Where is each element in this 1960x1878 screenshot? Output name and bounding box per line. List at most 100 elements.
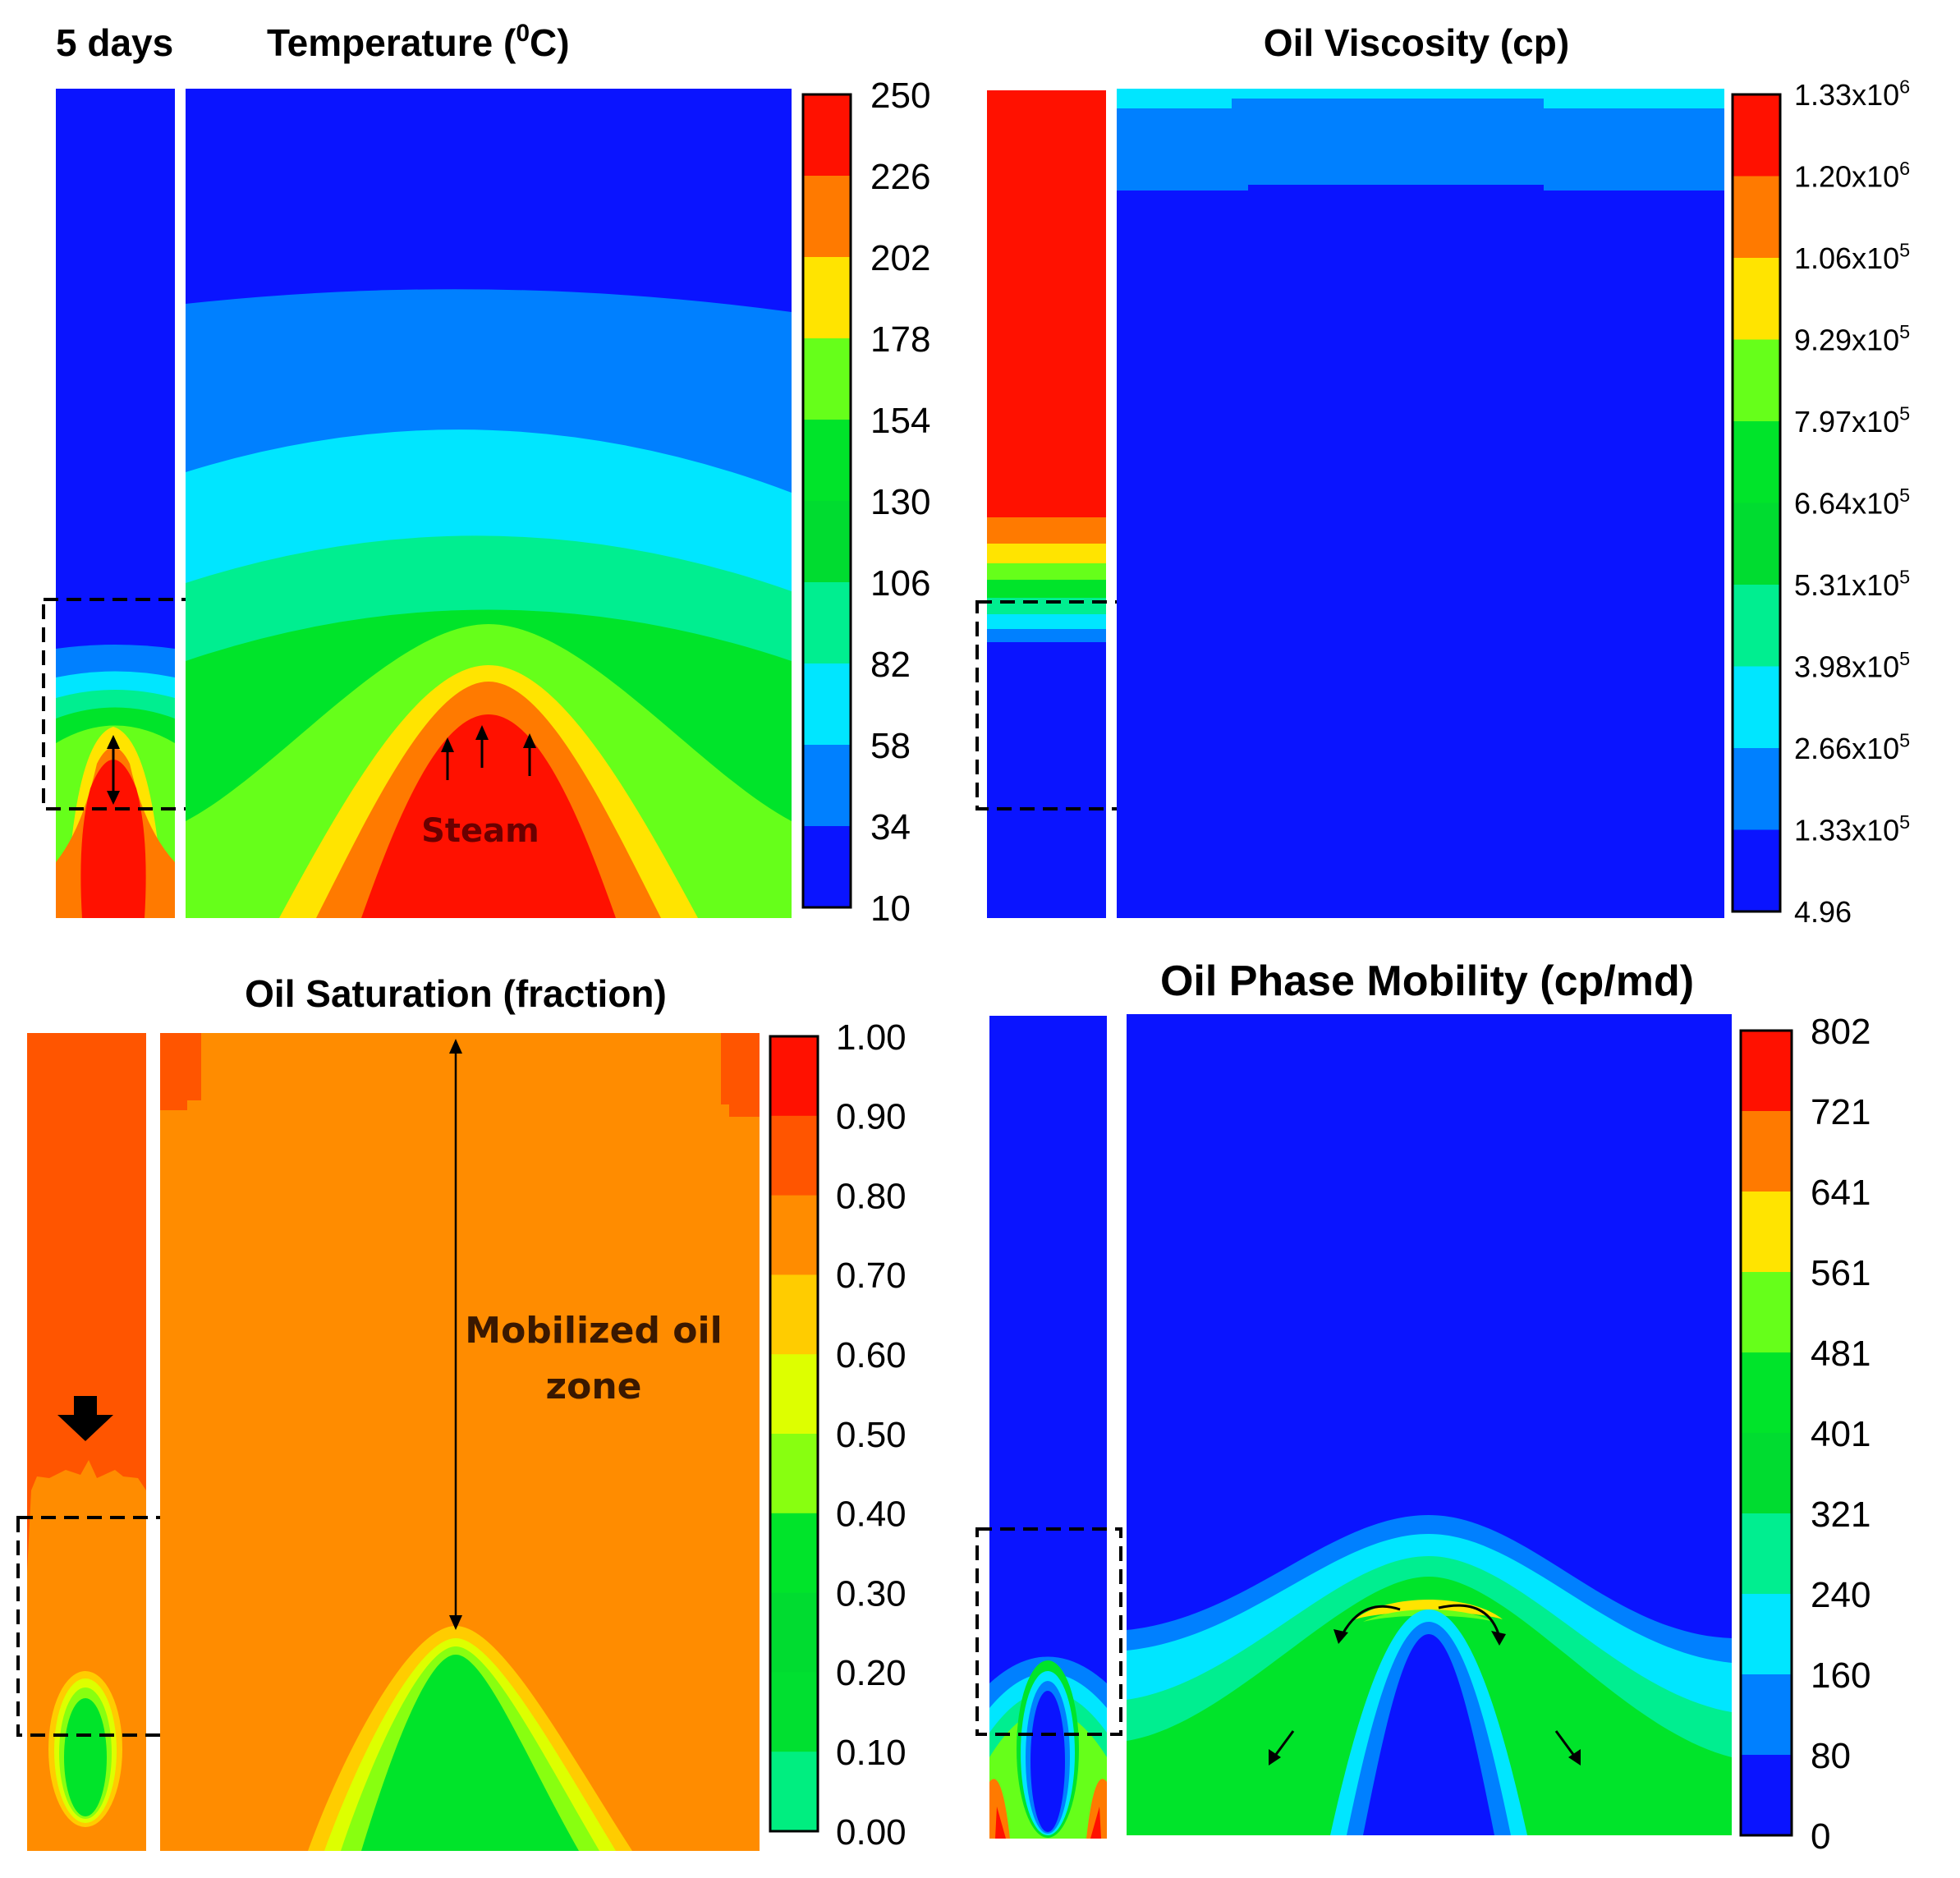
viscosity-colorbar-tick-label: 3.98x105 — [1794, 648, 1910, 683]
viscosity-colorbar-swatch — [1733, 339, 1780, 422]
viscosity-colorbar-swatch — [1733, 748, 1780, 830]
viscosity-colorbar-tick-label: 1.33x105 — [1794, 811, 1910, 847]
mobility-panel: Oil Phase Mobility (cp/md) — [975, 957, 1870, 1857]
saturation-main-plot: Mobilized oil zone — [160, 1033, 760, 1851]
temperature-title-sup: 0 — [516, 20, 530, 47]
viscosity-colorbar-tick-label: 7.97x105 — [1794, 403, 1910, 439]
viscosity-colorbar-swatch — [1733, 258, 1780, 340]
mobility-colorbar-tick-label: 721 — [1811, 1092, 1870, 1132]
temperature-zoom-box — [42, 598, 190, 810]
temperature-colorbar-swatch — [803, 663, 851, 746]
saturation-colorbar-tick-label: 0.50 — [836, 1415, 907, 1455]
temperature-colorbar-tick-label: 250 — [870, 76, 930, 116]
temperature-colorbar-swatch — [803, 176, 851, 258]
viscosity-colorbar-tick-label: 2.66x105 — [1794, 730, 1910, 765]
temperature-colorbar-tick-label: 154 — [870, 401, 930, 441]
temperature-colorbar-swatch — [803, 745, 851, 827]
mobility-colorbar-swatch — [1741, 1031, 1792, 1112]
down-arrow-icon — [57, 1396, 113, 1441]
saturation-panel: Oil Saturation (fraction) Mobilized oil … — [16, 972, 907, 1853]
temperature-colorbar-swatches — [803, 94, 851, 908]
saturation-colorbar-swatch — [770, 1036, 818, 1117]
temperature-colorbar-swatch — [803, 420, 851, 502]
mobility-colorbar-swatch — [1741, 1513, 1792, 1595]
temperature-colorbar-tick-label: 226 — [870, 157, 930, 197]
mobility-colorbar-tick-label: 481 — [1811, 1334, 1870, 1374]
day-label: 5 days — [56, 21, 173, 64]
saturation-colorbar-swatch — [770, 1752, 818, 1832]
mobility-column-plot — [989, 1016, 1107, 1839]
viscosity-colorbar-tick-label: 1.33x106 — [1794, 76, 1910, 112]
saturation-colorbar-swatches — [770, 1036, 818, 1832]
saturation-colorbar-tick-label: 1.00 — [836, 1017, 907, 1058]
mobility-colorbar-swatch — [1741, 1433, 1792, 1514]
saturation-title: Oil Saturation (fraction) — [245, 972, 667, 1015]
viscosity-colorbar-ticks: 1.33x106 1.20x106 1.06x105 9.29x105 7.97x105… — [1794, 76, 1910, 929]
temperature-colorbar-swatch — [803, 501, 851, 583]
viscosity-column-plot — [987, 90, 1106, 918]
viscosity-colorbar: 1.33x106 1.20x106 1.06x105 9.29x105 7.97x105… — [1731, 76, 1910, 929]
mobility-colorbar-tick-label: 160 — [1811, 1655, 1870, 1696]
mobility-colorbar-swatch — [1741, 1674, 1792, 1756]
mobility-colorbar-swatch — [1741, 1352, 1792, 1434]
viscosity-title: Oil Viscosity (cp) — [1264, 21, 1569, 64]
mobility-colorbar-tick-label: 561 — [1811, 1253, 1870, 1293]
temperature-colorbar-swatch — [803, 257, 851, 339]
temperature-panel: 5 days Temperature (0C) — [42, 20, 930, 929]
mobility-colorbar-swatches — [1741, 1031, 1792, 1836]
steam-label: Steam — [421, 812, 539, 850]
mobility-title: Oil Phase Mobility (cp/md) — [1160, 957, 1694, 1005]
saturation-colorbar-tick-label: 0.70 — [836, 1256, 907, 1296]
saturation-colorbar-tick-label: 0.20 — [836, 1653, 907, 1693]
mobility-colorbar-tick-label: 321 — [1811, 1495, 1870, 1535]
saturation-colorbar-swatch — [770, 1274, 818, 1355]
mobility-colorbar-ticks: 802 721 641 561 481 401 321 240 160 80 0 — [1811, 1012, 1870, 1857]
viscosity-colorbar-tick-label: 1.06x105 — [1794, 240, 1910, 275]
temperature-colorbar-ticks: 250 226 202 178 154 130 106 82 58 34 10 — [870, 76, 930, 929]
viscosity-colorbar-frame — [1731, 93, 1782, 913]
mobility-colorbar-frame — [1739, 1029, 1793, 1837]
mobility-colorbar-swatch — [1741, 1111, 1792, 1192]
saturation-colorbar-tick-label: 0.40 — [836, 1495, 907, 1535]
mobility-colorbar-tick-label: 641 — [1811, 1173, 1870, 1213]
saturation-colorbar-tick-label: 0.80 — [836, 1176, 907, 1216]
temperature-main-plot: Steam — [186, 89, 792, 918]
saturation-colorbar-tick-label: 0.00 — [836, 1812, 907, 1853]
temperature-column-plot — [56, 89, 175, 918]
viscosity-colorbar-swatch — [1733, 421, 1780, 503]
saturation-colorbar-tick-label: 0.30 — [836, 1573, 907, 1614]
temperature-colorbar-swatch — [803, 338, 851, 420]
viscosity-colorbar-tick-label: 9.29x105 — [1794, 321, 1910, 356]
saturation-colorbar: 1.00 0.90 0.80 0.70 0.60 0.50 0.40 0.30 0.20 0.10… — [769, 1017, 907, 1853]
viscosity-zoom-box — [975, 600, 1122, 810]
mobilized-oil-label-line2: zone — [545, 1366, 641, 1407]
mobility-colorbar-swatch — [1741, 1755, 1792, 1836]
mobilized-oil-label-line1: Mobilized oil — [465, 1310, 722, 1352]
viscosity-colorbar-swatch — [1733, 585, 1780, 667]
saturation-colorbar-swatch — [770, 1115, 818, 1196]
saturation-colorbar-swatch — [770, 1592, 818, 1673]
viscosity-colorbar-tick-label: 5.31x105 — [1794, 567, 1910, 602]
saturation-colorbar-swatch — [770, 1434, 818, 1514]
saturation-colorbar-swatch — [770, 1672, 818, 1752]
mobility-colorbar-tick-label: 240 — [1811, 1575, 1870, 1615]
temperature-colorbar-tick-label: 178 — [870, 319, 930, 360]
temperature-colorbar-swatch — [803, 94, 851, 177]
saturation-colorbar-swatch — [770, 1195, 818, 1275]
temperature-title-main: Temperature ( — [267, 21, 516, 64]
mobility-colorbar-swatch — [1741, 1594, 1792, 1675]
temperature-colorbar-tick-label: 58 — [870, 726, 911, 766]
viscosity-colorbar-tick-label: 1.20x106 — [1794, 158, 1910, 193]
temperature-colorbar-frame — [801, 93, 852, 909]
viscosity-colorbar-swatches — [1733, 94, 1780, 912]
temperature-colorbar-tick-label: 106 — [870, 563, 930, 604]
mobility-colorbar-tick-label: 401 — [1811, 1414, 1870, 1454]
mobility-colorbar-tick-label: 80 — [1811, 1736, 1851, 1776]
viscosity-colorbar-swatch — [1733, 176, 1780, 259]
mobility-main-plot — [1127, 1014, 1732, 1835]
temperature-title: Temperature (0C) — [267, 20, 570, 64]
saturation-colorbar-swatch — [770, 1354, 818, 1435]
saturation-colorbar-ticks: 1.00 0.90 0.80 0.70 0.60 0.50 0.40 0.30 0.20 0.10… — [836, 1017, 907, 1853]
mobility-zoom-box — [975, 1527, 1122, 1736]
